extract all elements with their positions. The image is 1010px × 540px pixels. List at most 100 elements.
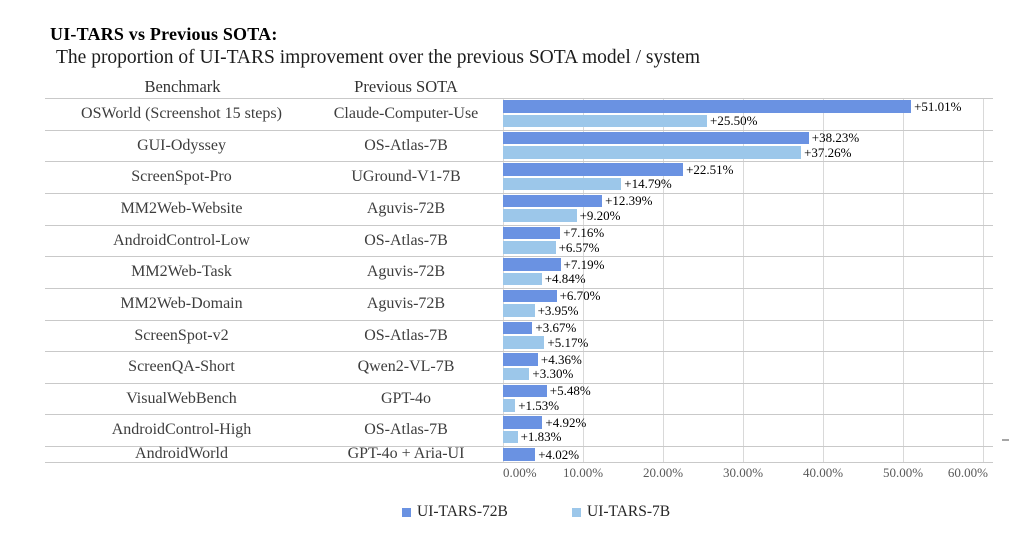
row-separator (45, 129, 993, 131)
bar-value-label-72b: +4.92% (545, 414, 587, 430)
bar-value-label-7b: +25.50% (710, 113, 758, 128)
previous-sota-cell: GPT-4o (380, 389, 432, 407)
bar-7b (503, 336, 545, 349)
row-separator (45, 256, 993, 258)
previous-sota-cell: GPT-4o + Aria-UI (347, 445, 465, 462)
bar-7b (503, 399, 516, 412)
bar-7b (503, 430, 518, 444)
column-header-benchmark: Benchmark (144, 77, 221, 96)
bar-72b (503, 321, 533, 334)
bar-value-label-7b: +37.26% (804, 144, 852, 160)
bar-value-label-7b: +1.83% (520, 429, 562, 445)
bar-7b (503, 304, 535, 317)
legend-swatch-72b-icon (402, 507, 411, 517)
benchmark-cell: OSWorld (Screenshot 15 steps) (81, 105, 282, 122)
bar-value-label-72b: +4.36% (540, 351, 582, 367)
x-axis-tick-label: 0.00% (503, 465, 537, 480)
row-separator (45, 414, 993, 416)
bar-value-label-7b: +14.79% (624, 176, 672, 192)
legend-swatch-7b-icon (572, 507, 581, 517)
row-separator (45, 446, 993, 447)
bar-72b (503, 226, 561, 240)
benchmark-cell: GUI-Odyssey (137, 136, 226, 154)
previous-sota-cell: OS-Atlas-7B (364, 326, 448, 344)
bar-value-label-72b: +12.39% (605, 193, 653, 209)
gridline (583, 98, 584, 462)
previous-sota-cell: OS-Atlas-7B (364, 136, 448, 154)
gridline (663, 98, 664, 462)
bar-72b (503, 384, 547, 398)
bar-7b (503, 272, 542, 286)
bar-value-label-72b: +7.19% (563, 256, 605, 272)
row-separator (45, 319, 993, 321)
benchmark-cell: ScreenQA-Short (128, 358, 235, 376)
stray-dash (1002, 439, 1009, 441)
benchmark-cell: AndroidWorld (135, 445, 228, 462)
bar-value-label-7b: +1.53% (518, 397, 560, 413)
bar-72b (503, 163, 684, 176)
benchmark-cell: AndroidControl-High (111, 421, 252, 439)
previous-sota-cell: Aguvis-72B (366, 294, 446, 312)
benchmark-cell: ScreenSpot-v2 (134, 326, 229, 344)
bar-value-label-7b: +6.57% (558, 239, 600, 255)
bar-value-label-72b: +5.48% (549, 383, 591, 399)
bar-72b (503, 416, 543, 429)
bar-72b (503, 289, 557, 303)
benchmark-cell: MM2Web-Domain (120, 294, 243, 312)
legend-label-7b: UI-TARS-7B (587, 503, 671, 520)
legend-label-72b: UI-TARS-72B (417, 503, 508, 520)
x-axis-tick-label: 60.00% (947, 465, 988, 480)
bar-72b (503, 100, 912, 113)
x-axis-tick-label: 50.00% (882, 465, 924, 480)
row-separator (45, 224, 993, 226)
bar-7b (503, 209, 577, 222)
row-separator (45, 161, 993, 163)
legend-item-ui-tars-7b: UI-TARS-7B (572, 504, 670, 520)
benchmark-cell: MM2Web-Website (120, 199, 243, 217)
x-axis-tick-label: 30.00% (722, 465, 764, 480)
previous-sota-cell: UGround-V1-7B (351, 168, 461, 186)
gridline (823, 98, 824, 462)
gridline (743, 98, 744, 462)
bar-value-label-72b: +38.23% (811, 130, 860, 146)
x-axis-tick-label: 40.00% (802, 465, 844, 480)
bar-72b (503, 194, 603, 208)
row-separator (45, 287, 993, 289)
bar-7b (503, 241, 556, 254)
bar-value-label-72b: +7.16% (563, 225, 605, 241)
row-separator (45, 192, 993, 194)
bar-value-label-7b: +3.95% (537, 302, 579, 318)
x-axis-tick-label: 10.00% (562, 465, 604, 480)
benchmark-cell: MM2Web-Task (131, 263, 232, 281)
bar-72b (503, 353, 538, 366)
column-header-previous-sota: Previous SOTA (354, 77, 458, 96)
row-separator (45, 351, 993, 353)
x-axis-tick-label: 20.00% (642, 465, 684, 480)
gridline (983, 98, 984, 462)
previous-sota-cell: OS-Atlas-7B (364, 421, 448, 439)
previous-sota-cell: OS-Atlas-7B (364, 231, 448, 249)
previous-sota-cell: Claude-Computer-Use (333, 105, 479, 122)
bar-value-label-72b: +4.02% (538, 446, 580, 462)
figure-subtitle: The proportion of UI-TARS improvement ov… (56, 47, 701, 68)
row-separator (45, 98, 993, 99)
bar-value-label-72b: +22.51% (686, 161, 734, 177)
benchmark-cell: ScreenSpot-Pro (131, 168, 232, 186)
bar-72b (503, 131, 809, 145)
bar-7b (503, 367, 530, 381)
legend-item-ui-tars-72b: UI-TARS-72B (402, 504, 508, 520)
previous-sota-cell: Aguvis-72B (366, 263, 446, 281)
bar-72b (503, 258, 561, 271)
bar-7b (503, 177, 622, 191)
previous-sota-cell: Aguvis-72B (366, 199, 446, 217)
figure-title: UI-TARS vs Previous SOTA: (50, 24, 278, 44)
bar-value-label-7b: +3.30% (532, 366, 574, 382)
x-axis-line (45, 462, 993, 463)
benchmark-cell: VisualWebBench (126, 389, 237, 407)
bar-value-label-72b: +51.01% (914, 98, 962, 114)
bar-value-label-72b: +6.70% (559, 288, 601, 304)
benchmark-cell: AndroidControl-Low (113, 231, 250, 249)
bar-7b (503, 114, 707, 127)
